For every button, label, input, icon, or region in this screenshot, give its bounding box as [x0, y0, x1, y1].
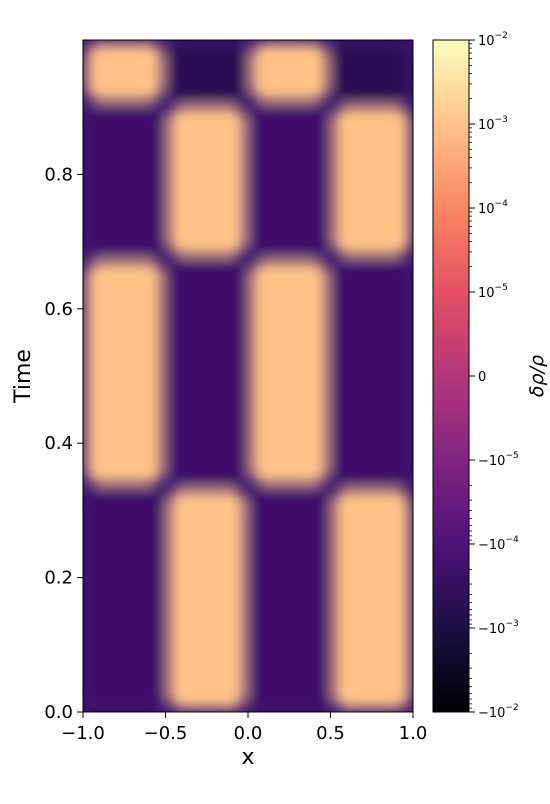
colorbar-tick-label: 10−2	[478, 31, 508, 49]
x-axis-title: x	[241, 745, 254, 770]
colorbar-tick-label: −10−2	[478, 703, 519, 721]
heatmap-cell	[86, 43, 163, 101]
heatmap-cell	[168, 106, 245, 256]
x-tick-label: 0.5	[316, 723, 345, 744]
colorbar-gradient	[433, 40, 469, 712]
y-tick-label: 0.6	[44, 299, 73, 320]
heatmap-cell	[333, 489, 410, 709]
x-tick-label: 0.0	[234, 723, 263, 744]
y-tick-label: 0.0	[44, 702, 73, 723]
y-tick-label: 0.2	[44, 568, 73, 589]
heatmap-cell	[86, 106, 163, 256]
heatmap-cell	[251, 489, 328, 709]
x-axis: −1.0 −0.5 0.0 0.5 1.0	[61, 712, 427, 744]
heatmap-cell	[86, 261, 163, 484]
colorbar-tick-label: −10−4	[478, 535, 519, 553]
heatmap-cell	[86, 489, 163, 709]
y-axis: 0.0 0.2 0.4 0.6 0.8	[44, 164, 83, 723]
heatmap-cell	[168, 261, 245, 484]
heatmap-cell	[333, 106, 410, 256]
colorbar: 10−2 10−3 10−4 10−5 0 −10−5 −10−4 −10−3 −10−2 δρ…	[432, 31, 548, 721]
colorbar-tick-label: 10−3	[478, 115, 508, 133]
colorbar-ticks: 10−2 10−3 10−4 10−5 0 −10−5 −10−4 −10−3 −10−2	[469, 31, 519, 721]
colorbar-tick-label: −10−3	[478, 619, 519, 637]
colorbar-tick-label: −10−5	[478, 451, 519, 469]
plot-area	[83, 40, 413, 712]
heatmap-cell	[333, 43, 410, 101]
heatmap-cell	[251, 261, 328, 484]
y-tick-label: 0.4	[44, 433, 73, 454]
heatmap-cell	[168, 43, 245, 101]
colorbar-tick-label: 10−4	[478, 199, 508, 217]
colorbar-tick-label: 10−5	[478, 283, 508, 301]
heatmap-cell	[333, 261, 410, 484]
x-tick-label: −1.0	[61, 723, 105, 744]
heatmap-cell	[168, 489, 245, 709]
colorbar-title: δρ/ρ	[526, 355, 548, 397]
heatmap-cell	[251, 106, 328, 256]
x-tick-label: −0.5	[144, 723, 188, 744]
y-axis-title: Time	[11, 349, 36, 404]
y-tick-label: 0.8	[44, 164, 73, 185]
heatmap-cells	[86, 43, 410, 709]
x-tick-label: 1.0	[399, 723, 428, 744]
heatmap-cell	[251, 43, 328, 101]
colorbar-tick-label: 0	[478, 370, 486, 385]
